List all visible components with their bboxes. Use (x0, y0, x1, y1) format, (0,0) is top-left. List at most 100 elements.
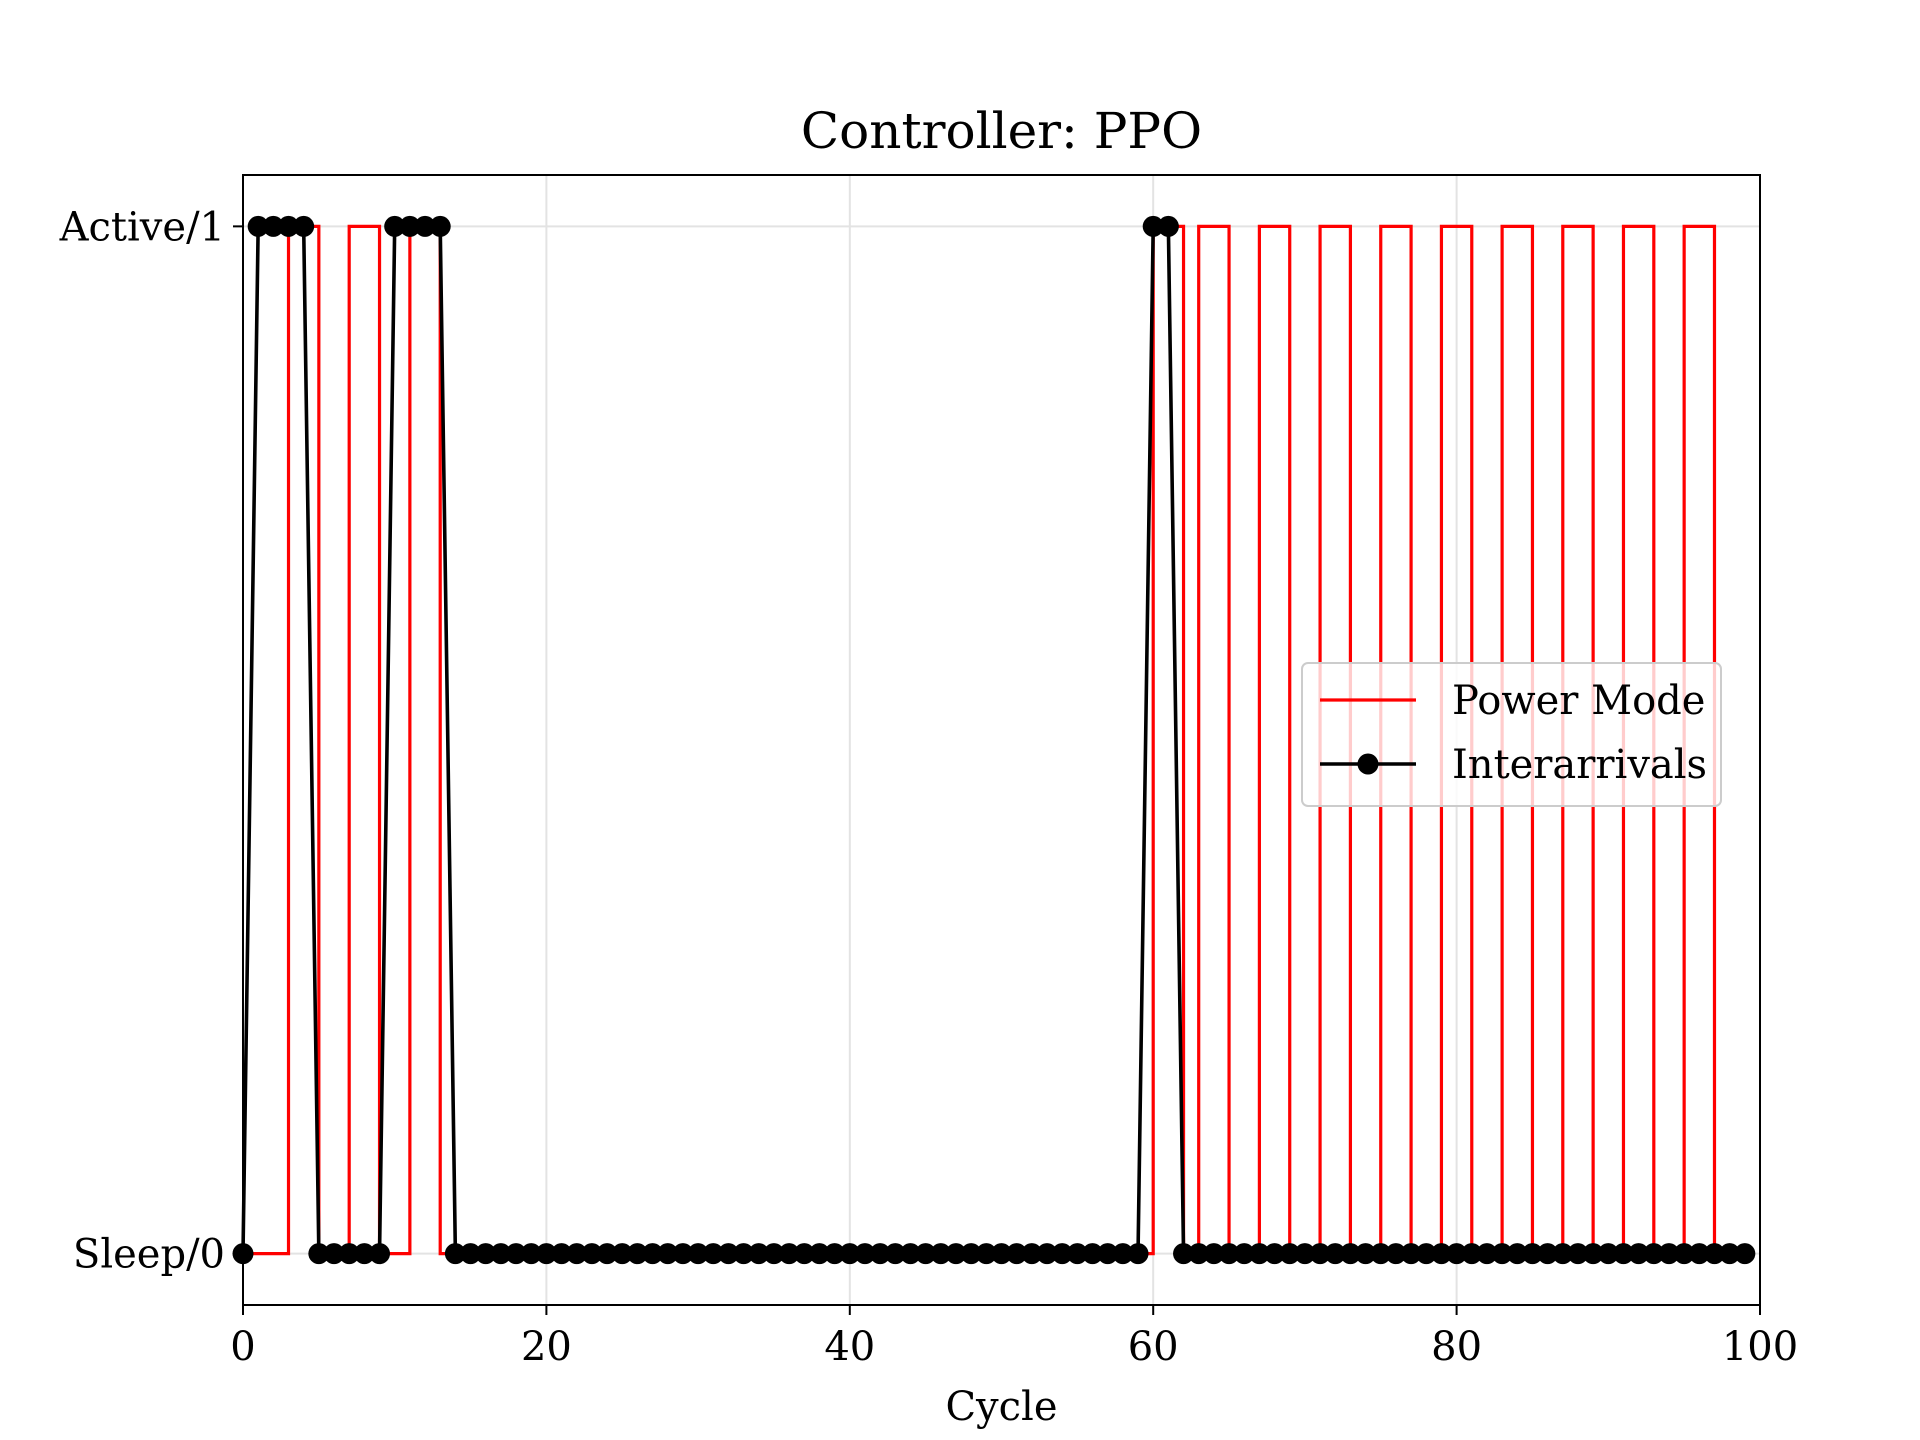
x-axis-label: Cycle (945, 1384, 1057, 1430)
interarrivals-point (1582, 1243, 1604, 1265)
interarrivals-point (839, 1243, 861, 1265)
interarrivals-point (308, 1243, 330, 1265)
interarrivals-point (520, 1243, 542, 1265)
interarrivals-point (1476, 1243, 1498, 1265)
interarrivals-point (672, 1243, 694, 1265)
legend: Power Mode Interarrivals (1301, 662, 1722, 807)
interarrivals-point (611, 1243, 633, 1265)
interarrivals-point (1233, 1243, 1255, 1265)
interarrivals-point (1127, 1243, 1149, 1265)
interarrivals-point (1658, 1243, 1680, 1265)
interarrivals-point (1021, 1243, 1043, 1265)
interarrivals-point (975, 1243, 997, 1265)
interarrivals-point (1703, 1243, 1725, 1265)
interarrivals-point (414, 215, 436, 237)
interarrivals-point (338, 1243, 360, 1265)
chart-title: Controller: PPO (801, 102, 1202, 160)
interarrivals-point (262, 215, 284, 237)
interarrivals-point (369, 1243, 391, 1265)
x-tick-label: 80 (1431, 1324, 1482, 1370)
interarrivals-point (1157, 215, 1179, 237)
interarrivals-point (384, 215, 406, 237)
interarrivals-point (1173, 1243, 1195, 1265)
plot-area (232, 215, 1756, 1265)
axis-ticks: 0 20 40 60 80 100 Sleep/0 Active/1 (59, 204, 1799, 1370)
interarrivals-point (854, 1243, 876, 1265)
interarrivals-point (566, 1243, 588, 1265)
interarrivals-point (1643, 1243, 1665, 1265)
interarrivals-point (596, 1243, 618, 1265)
interarrivals-point (323, 1243, 345, 1265)
interarrivals-point (1188, 1243, 1210, 1265)
interarrivals-point (626, 1243, 648, 1265)
y-tick-label: Active/1 (59, 204, 225, 250)
interarrivals-point (1112, 1243, 1134, 1265)
legend-label: Power Mode (1452, 678, 1705, 724)
interarrivals-point (1612, 1243, 1634, 1265)
interarrivals-point (1506, 1243, 1528, 1265)
axes-frame (242, 174, 1761, 1306)
interarrivals-point (1082, 1243, 1104, 1265)
interarrivals-point (793, 1243, 815, 1265)
interarrivals-point (1370, 1243, 1392, 1265)
interarrivals-point (945, 1243, 967, 1265)
interarrivals-point (1006, 1243, 1028, 1265)
interarrivals-point (915, 1243, 937, 1265)
x-tick-label: 0 (230, 1324, 255, 1370)
x-tick-label: 40 (824, 1324, 875, 1370)
interarrivals-point (1385, 1243, 1407, 1265)
interarrivals-point (1597, 1243, 1619, 1265)
interarrivals-point (1734, 1243, 1756, 1265)
legend-label: Interarrivals (1452, 742, 1707, 788)
interarrivals-point (1491, 1243, 1513, 1265)
interarrivals-point (551, 1243, 573, 1265)
interarrivals-point (444, 1243, 466, 1265)
legend-marker (1357, 753, 1379, 775)
interarrivals-point (1036, 1243, 1058, 1265)
interarrivals-point (899, 1243, 921, 1265)
interarrivals-point (763, 1243, 785, 1265)
interarrivals-point (293, 215, 315, 237)
interarrivals-point (884, 1243, 906, 1265)
interarrivals-point (1567, 1243, 1589, 1265)
interarrivals-point (399, 215, 421, 237)
interarrivals-point (808, 1243, 830, 1265)
interarrivals-point (869, 1243, 891, 1265)
interarrivals-point (490, 1243, 512, 1265)
interarrivals-point (1203, 1243, 1225, 1265)
interarrivals-point (1415, 1243, 1437, 1265)
interarrivals-point (702, 1243, 724, 1265)
interarrivals-point (475, 1243, 497, 1265)
x-tick-label: 20 (521, 1324, 572, 1370)
interarrivals-point (1688, 1243, 1710, 1265)
interarrivals-point (1400, 1243, 1422, 1265)
interarrivals-point (657, 1243, 679, 1265)
interarrivals-point (1294, 1243, 1316, 1265)
interarrivals-point (1355, 1243, 1377, 1265)
interarrivals-point (505, 1243, 527, 1265)
x-tick-label: 60 (1128, 1324, 1179, 1370)
interarrivals-point (960, 1243, 982, 1265)
interarrivals-point (717, 1243, 739, 1265)
interarrivals-point (1521, 1243, 1543, 1265)
interarrivals-point (1339, 1243, 1361, 1265)
interarrivals-point (1537, 1243, 1559, 1265)
interarrivals-point (1218, 1243, 1240, 1265)
interarrivals-point (247, 215, 269, 237)
interarrivals-point (930, 1243, 952, 1265)
interarrivals-point (748, 1243, 770, 1265)
interarrivals-point (1446, 1243, 1468, 1265)
interarrivals-point (1264, 1243, 1286, 1265)
interarrivals-point (581, 1243, 603, 1265)
interarrivals-point (687, 1243, 709, 1265)
interarrivals-point (1324, 1243, 1346, 1265)
interarrivals-point (642, 1243, 664, 1265)
interarrivals-point (778, 1243, 800, 1265)
interarrivals-point (991, 1243, 1012, 1265)
interarrivals-point (1142, 215, 1164, 237)
x-tick-label: 100 (1722, 1324, 1798, 1370)
interarrivals-point (535, 1243, 557, 1265)
interarrivals-point (733, 1243, 755, 1265)
interarrivals-point (1430, 1243, 1452, 1265)
